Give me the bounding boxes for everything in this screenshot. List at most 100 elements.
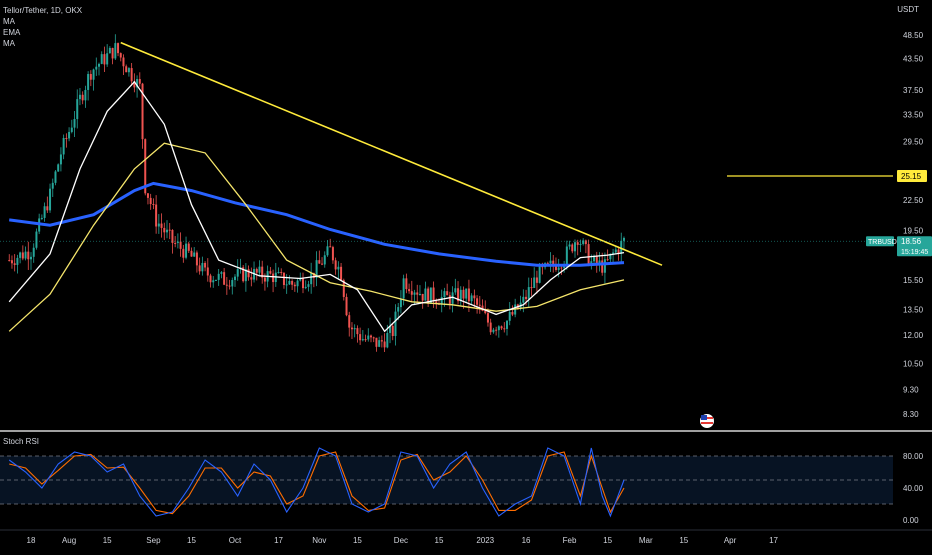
candle-body [440,297,443,305]
candle-body [250,277,253,280]
time-axis-tick: Dec [394,536,408,545]
candle-body [35,231,38,248]
candle-body [136,79,139,88]
candle-body [503,328,506,330]
candle-body [337,266,340,270]
candle-body [24,251,27,259]
candle-body [43,206,46,218]
candle-body [212,280,215,283]
legend-ma-fast[interactable]: MA [3,17,15,26]
candle-body [157,223,160,227]
price-axis-tick: 9.30 [903,386,919,395]
candle-body [522,296,525,303]
candle-body [391,325,394,337]
price-axis-tick: 22.50 [903,196,924,205]
candle-body [571,244,574,252]
candle-body [622,237,625,241]
candle-body [244,269,247,282]
time-axis-tick: Mar [639,536,653,545]
candle-body [554,265,557,270]
price-axis-tick: 12.00 [903,331,924,340]
candle-body [318,260,321,264]
candle-body [206,267,209,276]
legend-ema[interactable]: EMA [3,28,21,37]
candle-body [304,286,307,289]
candle-body [348,315,351,328]
candle-body [576,242,579,245]
candle-body [133,81,136,88]
candle-body [508,312,511,321]
candle-body [429,287,432,304]
candle-body [122,57,125,67]
candle-body [141,83,144,140]
candle-body [293,284,296,287]
ma-fast-line [8,80,625,333]
candle-body [470,295,473,302]
candle-body [476,298,479,305]
candle-body [223,272,226,285]
candle-body [620,240,623,254]
candle-body [65,137,68,139]
candle-body [448,295,451,304]
candle-body [465,288,468,299]
oscillator-title: Stoch RSI [3,437,40,446]
candle-body [375,337,378,347]
candle-body [579,243,582,245]
candle-body [435,301,438,304]
candle-body [535,277,538,283]
candle-body [386,332,389,348]
candle-body [427,288,430,304]
time-axis-tick: Apr [724,536,737,545]
candle-body [89,74,92,80]
stoch-axis-tick: 80.00 [903,452,924,461]
candle-body [225,284,228,286]
candle-body [323,255,326,265]
time-axis-tick: Aug [62,536,76,545]
trendline [120,41,663,266]
candle-body [582,240,585,244]
candle-body [125,66,128,73]
candle-body [552,260,555,266]
candle-body [76,99,79,120]
time-axis-tick: 15 [353,536,362,545]
candle-body [617,249,620,254]
candle-body [168,229,171,231]
candle-body [111,47,114,59]
candle-body [296,280,299,287]
candle-body [606,259,609,261]
candle-body [457,288,460,302]
time-axis-tick: 15 [103,536,112,545]
candle-body [389,325,392,333]
candle-body [117,43,120,54]
candle-body [32,247,35,257]
candle-body [312,272,315,278]
candle-body [451,292,454,304]
time-axis-tick: 15 [679,536,688,545]
candle-body [127,68,130,73]
candle-body [277,272,280,274]
candle-body [497,326,500,331]
candle-body [220,272,223,274]
candle-body [236,269,239,277]
candle-body [405,278,408,290]
candle-body [46,206,49,211]
candle-body [353,328,356,330]
candle-body [410,291,413,295]
candle-body [568,244,571,247]
candle-body [525,296,528,300]
candle-body [130,68,133,82]
time-axis-tick: 16 [522,536,531,545]
candle-body [506,320,508,329]
candle-body [424,288,427,301]
candle-body [609,253,612,260]
candle-body [78,94,81,100]
candle-body [560,267,563,269]
candle-body [356,328,359,335]
candle-body [231,280,234,287]
candle-body [100,54,103,64]
last-price-value: 18.56 [901,237,922,246]
legend-ma-slow[interactable]: MA [3,39,15,48]
price-axis-tick: 19.50 [903,227,924,236]
